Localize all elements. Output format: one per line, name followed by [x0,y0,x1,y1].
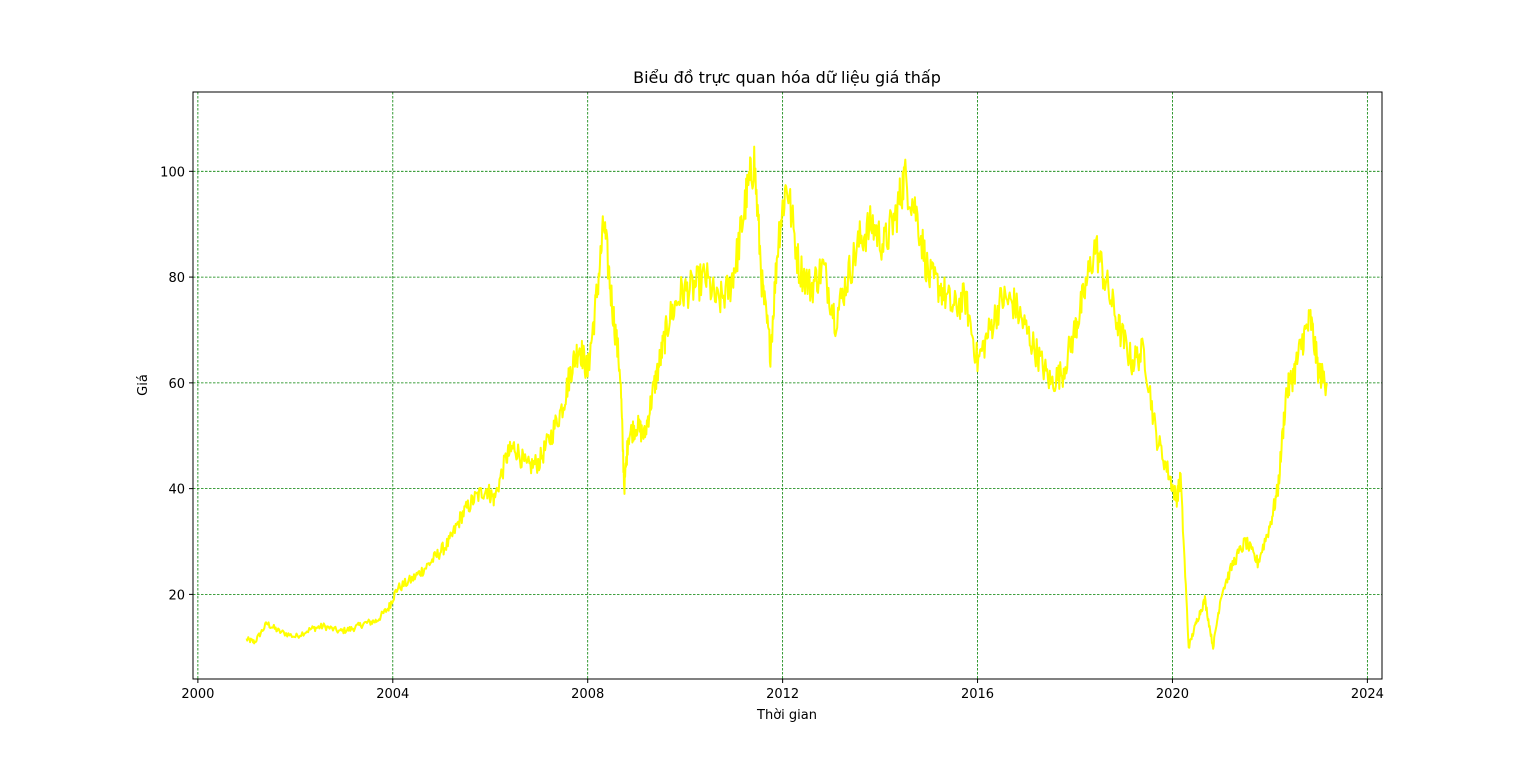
x-tick-label: 2004 [376,687,409,702]
chart-title: Biểu đồ trực quan hóa dữ liệu giá thấp [633,68,941,87]
x-tick-label: 2000 [181,687,214,702]
y-axis: 20 40 60 80 100 [160,165,193,603]
y-tick-label: 20 [168,588,185,603]
y-tick-label: 100 [160,165,185,180]
x-axis-label: Thời gian [756,708,817,723]
plot-area [192,91,1383,680]
grid [193,92,1382,679]
x-tick-label: 2008 [571,687,604,702]
x-tick-label: 2012 [766,687,799,702]
price-series-line [245,145,1328,650]
y-axis-label: Giá [136,374,151,396]
x-tick-label: 2016 [961,687,994,702]
y-tick-label: 80 [168,271,185,286]
y-tick-label: 60 [168,377,185,392]
y-tick-label: 40 [168,483,185,498]
x-axis: 2000 2004 2008 2012 2016 2020 2024 [181,679,1384,702]
x-tick-label: 2020 [1156,687,1189,702]
x-tick-label: 2024 [1351,687,1384,702]
